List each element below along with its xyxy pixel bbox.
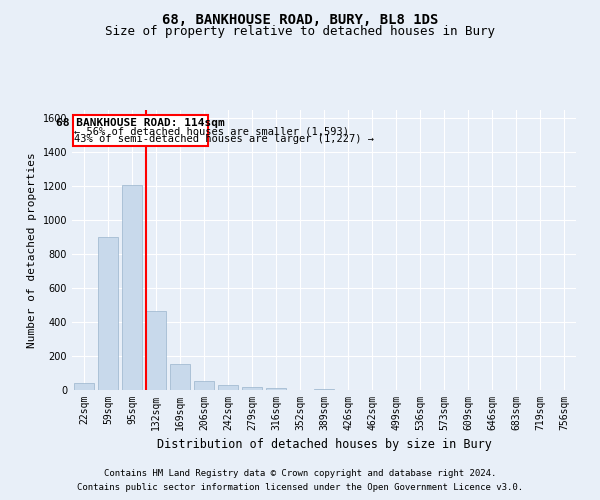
X-axis label: Distribution of detached houses by size in Bury: Distribution of detached houses by size … bbox=[157, 438, 491, 452]
Bar bbox=[146, 311, 166, 390]
Bar bbox=[314, 388, 334, 390]
Bar bbox=[122, 184, 142, 390]
Text: 68 BANKHOUSE ROAD: 114sqm: 68 BANKHOUSE ROAD: 114sqm bbox=[56, 118, 225, 128]
FancyBboxPatch shape bbox=[73, 115, 208, 146]
Text: Contains HM Land Registry data © Crown copyright and database right 2024.: Contains HM Land Registry data © Crown c… bbox=[104, 468, 496, 477]
Text: Size of property relative to detached houses in Bury: Size of property relative to detached ho… bbox=[105, 25, 495, 38]
Text: 68, BANKHOUSE ROAD, BURY, BL8 1DS: 68, BANKHOUSE ROAD, BURY, BL8 1DS bbox=[162, 12, 438, 26]
Y-axis label: Number of detached properties: Number of detached properties bbox=[27, 152, 37, 348]
Bar bbox=[242, 387, 262, 390]
Text: Contains public sector information licensed under the Open Government Licence v3: Contains public sector information licen… bbox=[77, 484, 523, 492]
Bar bbox=[266, 388, 286, 390]
Text: 43% of semi-detached houses are larger (1,227) →: 43% of semi-detached houses are larger (… bbox=[74, 134, 374, 144]
Bar bbox=[98, 238, 118, 390]
Bar bbox=[218, 385, 238, 390]
Bar bbox=[170, 364, 190, 390]
Bar bbox=[194, 380, 214, 390]
Text: ← 56% of detached houses are smaller (1,593): ← 56% of detached houses are smaller (1,… bbox=[74, 126, 349, 136]
Bar bbox=[74, 383, 94, 390]
